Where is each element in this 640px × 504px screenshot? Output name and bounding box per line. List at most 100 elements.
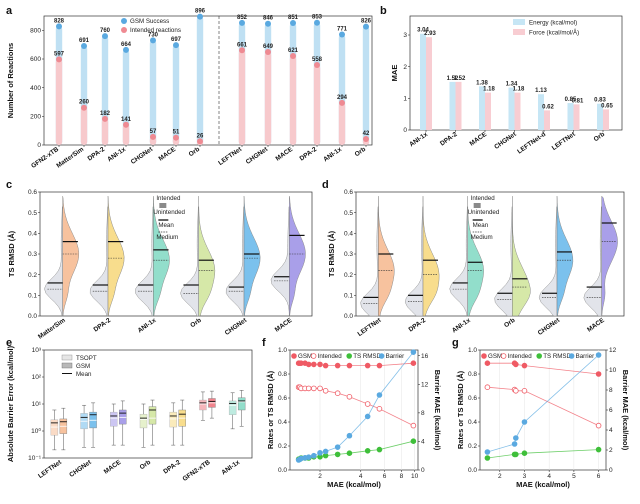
y-tick-label: 400 (30, 85, 41, 92)
intended-cap-dot (239, 47, 245, 54)
x-tick-label: 8 (400, 473, 404, 480)
y-tick-label: 1 (403, 96, 407, 103)
gsm-cap-dot (197, 13, 203, 20)
legend-label: Barrier (386, 353, 405, 360)
panel-f-frame (289, 349, 419, 471)
x-tick-label: CHGNet (224, 316, 249, 337)
x-tick-label: MACE (274, 146, 294, 163)
legend-label: Intended (508, 353, 533, 360)
y-tick-label: 10³ (32, 347, 42, 354)
legend-tsopt-swatch (61, 354, 73, 361)
x-tick-label: LEFTNet-d (516, 131, 547, 156)
gsm-cap-dot (239, 19, 245, 26)
intended-cap-dot (173, 134, 179, 141)
tsopt-box (139, 413, 148, 429)
tsopt-box (228, 400, 237, 415)
intended-point (521, 387, 528, 394)
gsm-box (148, 406, 157, 425)
ts-rmsd-point (376, 446, 383, 453)
legend-gsm-marker (121, 18, 127, 24)
x-tick-label: ANI-1x (106, 146, 127, 164)
gsm-value-label: 828 (54, 18, 65, 24)
intended-point (317, 385, 323, 392)
ts-rmsd-point (595, 446, 602, 453)
x-tick-label: Orb (503, 317, 517, 329)
y-tick-label: 0.0 (344, 313, 353, 320)
y-right-tick-label: 10 (609, 367, 617, 374)
unintended-violin-half (467, 196, 484, 317)
gsm-point (513, 361, 519, 368)
gsm-point (322, 362, 329, 369)
legend-marker (536, 353, 542, 359)
y-right-axis-label: Barrier MAE (kcal/mol) (621, 370, 630, 451)
energy-value-label: 0.83 (594, 98, 606, 104)
legend-marker (481, 353, 487, 359)
intended-cap-dot (339, 99, 345, 106)
gsm-value-label: 730 (148, 32, 159, 38)
gsm-cap-dot (339, 31, 345, 38)
intended-point (311, 385, 317, 392)
intended-bar (122, 124, 130, 145)
legend-intended-marker (121, 27, 127, 33)
x-tick-label: 5 (572, 473, 576, 480)
y-right-tick-label: 8 (421, 410, 425, 417)
intended-cap-dot (123, 121, 129, 128)
legend-mean-label: Mean (158, 222, 174, 229)
legend-mean-label: Mean (473, 222, 489, 229)
y-tick-label: 600 (30, 56, 41, 63)
y-tick-label: 10² (32, 374, 42, 381)
x-tick-label: CHGNet (68, 458, 93, 479)
y-right-tick-label: 12 (609, 347, 617, 354)
legend-unintended-label: Unintended (153, 209, 185, 216)
force-bar (485, 92, 491, 130)
intended-bar (101, 118, 109, 145)
force-value-label: 0.81 (572, 98, 584, 104)
intended-cap-dot (314, 62, 320, 69)
gsm-point (317, 361, 323, 368)
force-value-label: 0.65 (601, 103, 613, 109)
intended-cap-dot (56, 56, 62, 63)
unintended-violin-half (422, 196, 440, 317)
x-tick-label: GFN2-xTB (182, 459, 212, 483)
intended-value-label: 57 (150, 129, 157, 135)
intended-violin-half (44, 205, 63, 317)
force-bar (514, 92, 521, 130)
x-tick-label: ANI-1x (408, 131, 429, 149)
intended-bar (264, 51, 272, 145)
intended-bar (55, 59, 63, 145)
unintended-violin-half (107, 196, 125, 317)
intended-violin-half (494, 205, 513, 317)
gsm-bar (196, 16, 204, 145)
y-axis-label: Number of Reactions (6, 43, 15, 118)
energy-value-label: 0.85 (565, 97, 577, 103)
x-tick-label: DPA-2 (299, 146, 319, 163)
intended-point (346, 393, 353, 400)
ts-rmsd-point (346, 450, 353, 457)
gsm-value-label: 691 (79, 38, 90, 44)
unintended-violin-half (243, 196, 261, 317)
barrier-point (346, 432, 353, 439)
panel-c-violin-chart: c 0.0 0.1 0.2 0.3 0.4 0.5 0.6 TS RMSD (Å) Matter… (6, 179, 313, 341)
gsm-value-label: 896 (195, 9, 206, 15)
gsm-bar (149, 40, 157, 145)
y-tick-label: 0.6 (28, 189, 37, 196)
unintended-violin-half (62, 196, 80, 317)
intended-cap-dot (102, 115, 108, 122)
x-tick-label: CHGNet (245, 145, 270, 166)
gsm-point (376, 362, 383, 369)
force-bar (603, 109, 609, 130)
y-right-tick-label: 8 (609, 387, 613, 394)
gsm-cap-dot (81, 42, 87, 49)
legend-medium-label: Medium (471, 234, 493, 241)
gsm-box (237, 397, 246, 411)
legend-gsm-label: GSM (76, 363, 90, 370)
x-tick-label: DPA-2 (439, 131, 459, 148)
y-left-tick-label: 0.6 (468, 395, 477, 402)
x-tick-label: Orb (189, 317, 203, 329)
y-tick-label: 10⁻¹ (28, 455, 42, 462)
gsm-value-label: 852 (237, 15, 248, 21)
x-tick-label: DPA-2 (408, 317, 428, 334)
intended-point (305, 385, 312, 392)
intended-value-label: 661 (237, 42, 248, 48)
